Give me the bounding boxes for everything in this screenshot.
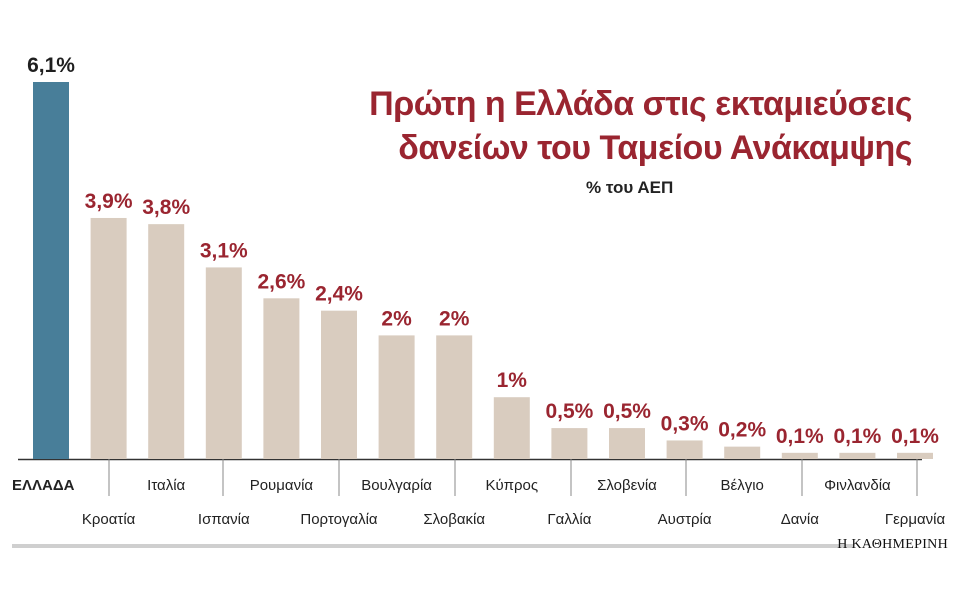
value-label-11: 0,5% — [603, 400, 651, 423]
bar-16 — [897, 452, 933, 459]
category-label-13: Βέλγιο — [721, 477, 764, 494]
category-label-12: Αυστρία — [658, 511, 712, 528]
bar-15 — [839, 452, 876, 459]
category-label-7: Βουλγαρία — [361, 477, 432, 494]
value-label-16: 0,1% — [891, 425, 939, 448]
category-label-11: Σλοβενία — [597, 477, 657, 494]
value-label-6: 2,4% — [315, 283, 363, 306]
category-label-6: Πορτογαλία — [300, 511, 378, 528]
category-label-16: Γερμανία — [885, 511, 946, 528]
bar-5 — [263, 298, 300, 459]
bar-7 — [378, 335, 415, 459]
bar-9 — [493, 397, 530, 459]
value-label-7: 2% — [381, 307, 412, 330]
bar-14 — [781, 452, 818, 459]
bar-1 — [33, 82, 69, 459]
bar-13 — [724, 446, 761, 459]
category-label-10: Γαλλία — [547, 511, 591, 528]
value-label-4: 3,1% — [200, 239, 248, 262]
value-label-5: 2,6% — [257, 270, 305, 293]
category-label-15: Φινλανδία — [824, 477, 891, 494]
bar-6 — [321, 310, 357, 459]
value-label-12: 0,3% — [661, 412, 709, 435]
value-label-2: 3,9% — [85, 190, 133, 213]
footer-divider — [12, 544, 854, 548]
category-label-14: Δανία — [781, 511, 820, 528]
category-label-8: Σλοβακία — [423, 511, 485, 528]
value-label-8: 2% — [439, 307, 470, 330]
bar-12 — [666, 440, 703, 459]
category-label-3: Ιταλία — [147, 477, 185, 494]
bar-3 — [148, 224, 185, 459]
value-label-3: 3,8% — [142, 196, 190, 219]
value-label-15: 0,1% — [833, 425, 881, 448]
category-label-4: Ισπανία — [198, 511, 250, 528]
chart-title-line-2: δανείων του Ταμείου Ανάκαμψης — [398, 129, 912, 167]
value-label-1: 6,1% — [27, 54, 75, 77]
bar-10 — [551, 428, 588, 459]
chart-title: Πρώτη η Ελλάδα στις εκταμιεύσεις δανείων… — [369, 82, 912, 170]
category-label-2: Κροατία — [82, 511, 136, 528]
category-label-1: ΕΛΛΑΔΑ — [12, 477, 75, 494]
category-label-5: Ρουμανία — [250, 477, 314, 494]
value-label-14: 0,1% — [776, 425, 824, 448]
value-label-9: 1% — [497, 369, 528, 392]
chart-subtitle: % του ΑΕΠ — [586, 178, 674, 197]
value-label-10: 0,5% — [545, 400, 593, 423]
source-logo: Η ΚΑΘΗΜΕΡΙΝΗ — [837, 537, 948, 552]
bar-8 — [436, 335, 473, 459]
category-label-9: Κύπρος — [485, 477, 538, 494]
bar-11 — [609, 428, 645, 459]
bar-2 — [90, 217, 127, 459]
value-label-13: 0,2% — [718, 419, 766, 442]
bar-4 — [205, 267, 242, 459]
chart-title-line-1: Πρώτη η Ελλάδα στις εκταμιεύσεις — [369, 85, 912, 123]
